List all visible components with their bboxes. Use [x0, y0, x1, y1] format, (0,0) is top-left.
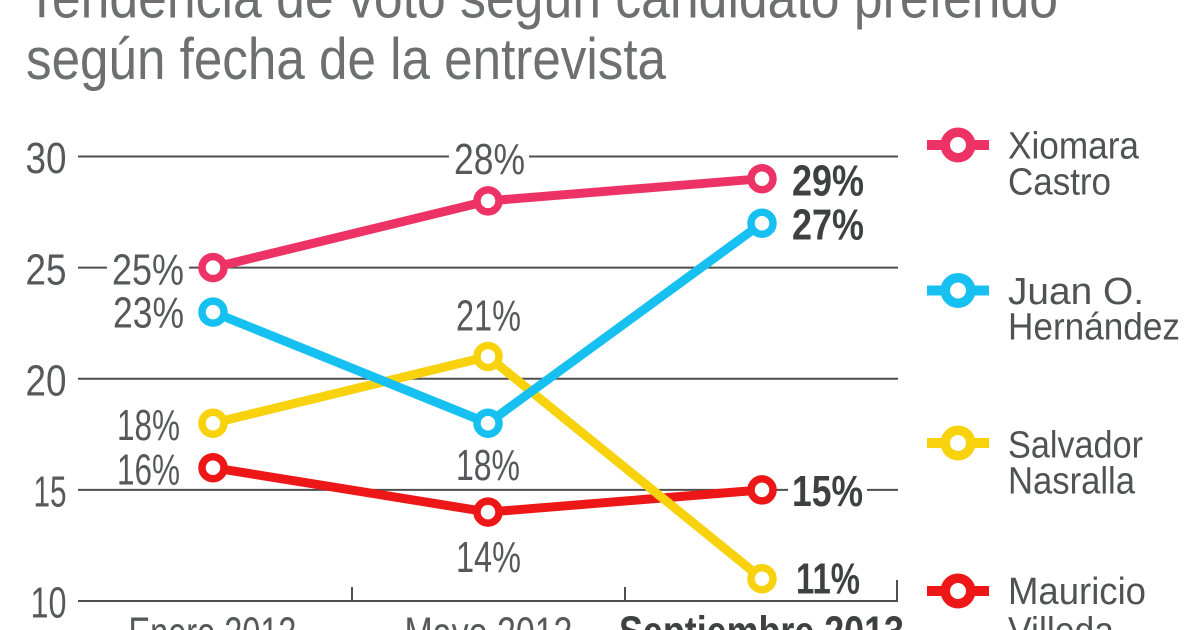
svg-text:28%: 28% — [454, 135, 525, 184]
svg-text:15%: 15% — [792, 467, 863, 516]
svg-text:Juan O.: Juan O. — [1008, 271, 1144, 313]
svg-text:18%: 18% — [456, 441, 520, 490]
svg-text:16%: 16% — [117, 445, 180, 494]
svg-text:Mayo 2013: Mayo 2013 — [405, 609, 573, 630]
svg-text:21%: 21% — [456, 291, 521, 340]
svg-text:11%: 11% — [796, 555, 860, 604]
svg-text:15: 15 — [34, 468, 67, 517]
svg-text:10: 10 — [31, 579, 67, 628]
svg-text:Septiembre 2013: Septiembre 2013 — [619, 608, 904, 630]
svg-text:27%: 27% — [792, 200, 864, 249]
svg-text:Villeda: Villeda — [1008, 611, 1115, 630]
svg-text:Castro: Castro — [1008, 162, 1111, 204]
svg-text:según fecha de la entrevista: según fecha de la entrevista — [26, 27, 667, 92]
svg-text:Hernández: Hernández — [1008, 307, 1180, 349]
svg-text:25%: 25% — [112, 246, 184, 295]
svg-text:29%: 29% — [792, 157, 864, 206]
svg-text:14%: 14% — [456, 533, 521, 582]
svg-text:Mauricio: Mauricio — [1008, 571, 1146, 613]
svg-text:Salvador: Salvador — [1008, 425, 1143, 467]
svg-text:Nasralla: Nasralla — [1008, 461, 1136, 503]
svg-text:25: 25 — [26, 246, 67, 295]
svg-text:23%: 23% — [113, 289, 184, 338]
svg-text:Enero 2013: Enero 2013 — [129, 609, 297, 630]
svg-text:18%: 18% — [117, 401, 180, 450]
svg-text:20: 20 — [26, 357, 67, 406]
svg-text:30: 30 — [26, 134, 67, 183]
svg-text:Xiomara: Xiomara — [1008, 126, 1140, 168]
svg-text:Tendencia de voto según candid: Tendencia de voto según candidato prefer… — [26, 0, 1058, 31]
